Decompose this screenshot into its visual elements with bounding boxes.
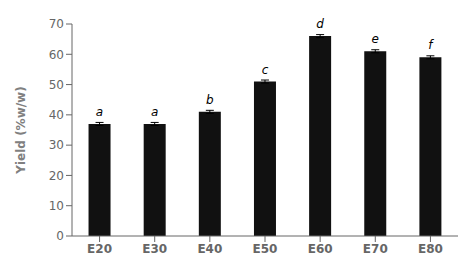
svg-text:40: 40 xyxy=(49,108,64,122)
svg-text:d: d xyxy=(316,17,324,31)
svg-text:E30: E30 xyxy=(142,242,167,256)
svg-text:0: 0 xyxy=(56,229,64,243)
svg-text:E80: E80 xyxy=(418,242,443,256)
svg-text:60: 60 xyxy=(49,48,64,62)
svg-text:30: 30 xyxy=(49,138,64,152)
svg-text:E40: E40 xyxy=(197,242,222,256)
svg-text:Yield (%w/w): Yield (%w/w) xyxy=(14,86,28,174)
svg-text:70: 70 xyxy=(49,17,64,31)
svg-text:b: b xyxy=(206,93,214,107)
svg-text:E20: E20 xyxy=(87,242,112,256)
svg-text:e: e xyxy=(372,32,379,46)
svg-text:a: a xyxy=(151,105,158,119)
svg-text:f: f xyxy=(428,38,434,52)
svg-text:a: a xyxy=(96,105,103,119)
svg-text:E60: E60 xyxy=(308,242,333,256)
svg-text:50: 50 xyxy=(49,78,64,92)
svg-text:E70: E70 xyxy=(363,242,388,256)
svg-text:c: c xyxy=(262,63,269,77)
svg-text:10: 10 xyxy=(49,199,64,213)
svg-text:E50: E50 xyxy=(253,242,278,256)
svg-text:20: 20 xyxy=(49,169,64,183)
